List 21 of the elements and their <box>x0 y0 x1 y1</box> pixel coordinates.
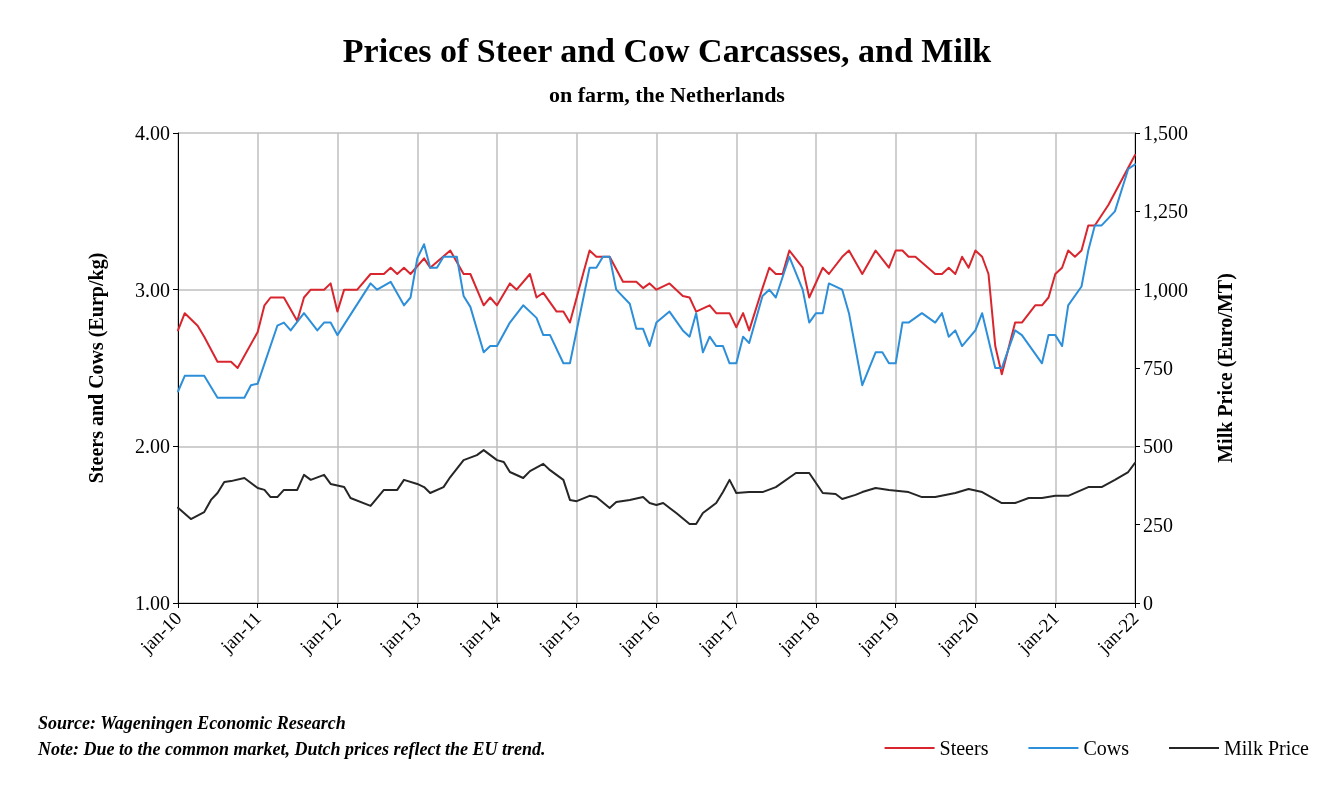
y2-tick-label: 250 <box>1143 513 1173 536</box>
source-note: Source: Wageningen Economic Research <box>38 713 346 733</box>
chart-title: Prices of Steer and Cow Carcasses, and Milk <box>342 31 992 69</box>
y2-tick-label: 1,000 <box>1143 278 1188 301</box>
y2-axis-title: Milk Price (Euro/MT) <box>1214 273 1237 463</box>
y-tick-label: 2.00 <box>135 435 170 458</box>
y2-tick-label: 1,500 <box>1143 122 1188 144</box>
legend-label: Cows <box>1083 737 1130 759</box>
chart-subtitle: on farm, the Netherlands <box>549 81 786 107</box>
y-tick-label: 4.00 <box>135 122 170 144</box>
y-axis-title: Steers and Cows (Eurp/kg) <box>85 252 108 484</box>
y-tick-label: 3.00 <box>135 278 170 301</box>
y-tick-label: 1.00 <box>135 592 170 614</box>
legend-label: Milk Price <box>1224 737 1310 759</box>
y2-tick-label: 0 <box>1143 592 1153 614</box>
legend-label: Steers <box>939 737 989 759</box>
line-series <box>177 449 1136 526</box>
y2-tick-label: 1,250 <box>1143 200 1188 223</box>
text: Note: Due to the common market, Dutch prices reflect the EU trend. <box>37 739 546 759</box>
y2-tick-label: 500 <box>1143 435 1173 458</box>
y2-tick-label: 750 <box>1143 357 1173 379</box>
